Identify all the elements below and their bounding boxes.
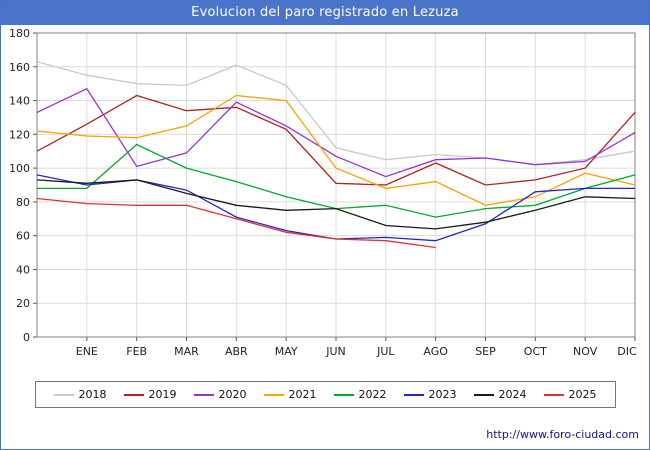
svg-text:80: 80 xyxy=(16,196,30,209)
series-line-2025 xyxy=(36,197,436,249)
footer-url[interactable]: http://www.foro-ciudad.com xyxy=(486,428,639,441)
svg-text:FEB: FEB xyxy=(126,345,147,358)
svg-text:SEP: SEP xyxy=(475,345,496,358)
series-line-2021 xyxy=(36,94,636,206)
legend-swatch-2022 xyxy=(333,393,354,396)
legend-item-2022: 2022 xyxy=(333,388,387,401)
legend-swatch-2024 xyxy=(473,393,494,396)
chart-area: 0 20 40 60 80 100 120 140 160 180 ENE FEB MAR ABR MAY J… xyxy=(1,25,649,365)
svg-text:NOV: NOV xyxy=(573,345,598,358)
legend-label-2023: 2023 xyxy=(428,388,457,401)
legend-label-2025: 2025 xyxy=(568,388,597,401)
legend-label-2018: 2018 xyxy=(78,388,107,401)
svg-text:0: 0 xyxy=(23,331,30,344)
legend-item-2019: 2019 xyxy=(123,388,177,401)
legend-item-2018: 2018 xyxy=(53,388,107,401)
legend-item-2021: 2021 xyxy=(263,388,317,401)
legend-swatch-2021 xyxy=(263,393,284,396)
legend-item-2025: 2025 xyxy=(543,388,597,401)
legend-label-2020: 2020 xyxy=(218,388,247,401)
svg-text:140: 140 xyxy=(9,95,30,108)
series-line-2020 xyxy=(36,87,636,178)
legend-label-2021: 2021 xyxy=(288,388,317,401)
series-line-2019 xyxy=(36,94,636,186)
legend-row: 2018 2019 2020 2021 2022 2023 2024 2025 xyxy=(1,381,649,408)
legend-label-2024: 2024 xyxy=(498,388,527,401)
legend-swatch-2018 xyxy=(53,393,74,396)
line-chart: 0 20 40 60 80 100 120 140 160 180 ENE FEB MAR ABR MAY J… xyxy=(9,27,637,358)
svg-text:ENE: ENE xyxy=(76,345,98,358)
svg-text:180: 180 xyxy=(9,27,30,40)
svg-text:OCT: OCT xyxy=(524,345,547,358)
legend-swatch-2020 xyxy=(193,393,214,396)
svg-text:MAR: MAR xyxy=(174,345,199,358)
series-line-2024 xyxy=(36,179,636,230)
svg-text:ABR: ABR xyxy=(225,345,248,358)
legend-item-2020: 2020 xyxy=(193,388,247,401)
svg-text:100: 100 xyxy=(9,162,30,175)
svg-text:120: 120 xyxy=(9,128,30,141)
svg-text:JUL: JUL xyxy=(376,345,395,358)
legend-swatch-2025 xyxy=(543,393,564,396)
svg-text:60: 60 xyxy=(16,230,30,243)
svg-text:160: 160 xyxy=(9,61,30,74)
legend-swatch-2019 xyxy=(123,393,144,396)
svg-text:20: 20 xyxy=(16,297,30,310)
svg-text:JUN: JUN xyxy=(325,345,346,358)
legend: 2018 2019 2020 2021 2022 2023 2024 2025 xyxy=(34,381,616,408)
legend-item-2024: 2024 xyxy=(473,388,527,401)
legend-label-2022: 2022 xyxy=(358,388,387,401)
legend-item-2023: 2023 xyxy=(403,388,457,401)
footer: http://www.foro-ciudad.com xyxy=(486,428,639,441)
legend-label-2019: 2019 xyxy=(148,388,177,401)
chart-title: Evolucion del paro registrado en Lezuza xyxy=(1,1,649,25)
svg-text:AGO: AGO xyxy=(423,345,448,358)
svg-text:MAY: MAY xyxy=(275,345,298,358)
svg-text:40: 40 xyxy=(16,263,30,276)
svg-text:DIC: DIC xyxy=(617,345,637,358)
legend-swatch-2023 xyxy=(403,393,424,396)
